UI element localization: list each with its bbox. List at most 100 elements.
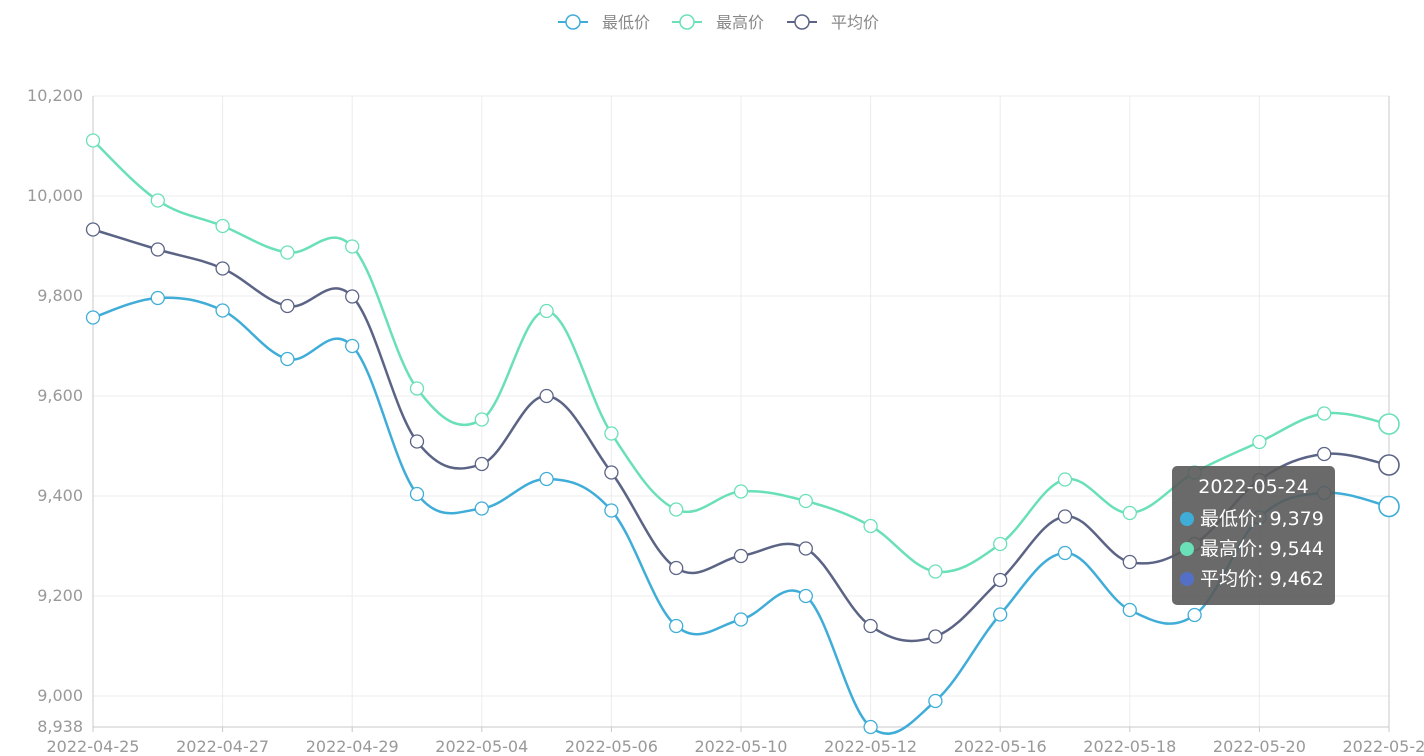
series-1-point <box>215 218 230 234</box>
tooltip-row-max: 最高价: 9,544 <box>1180 534 1335 564</box>
series-1-point <box>863 518 878 534</box>
tooltip-avg-dot <box>1180 572 1194 586</box>
y-tick-label: 8,938 <box>37 717 83 736</box>
series-line-1 <box>92 139 1390 574</box>
y-tick-label: 10,200 <box>27 86 83 105</box>
series-1-point <box>280 245 295 260</box>
series-1-point <box>1378 413 1400 435</box>
legend-marker-2 <box>794 14 810 30</box>
y-tick-label: 9,400 <box>37 486 83 505</box>
series-2-point <box>85 222 101 237</box>
x-tick-label: 2022-05-20 <box>1213 737 1306 756</box>
tooltip-title: 2022-05-24 <box>1198 476 1309 498</box>
chart-legend: 最低价 最高价 平均价 <box>558 13 879 32</box>
series-0-point <box>1378 495 1400 518</box>
series-2-point <box>604 465 619 480</box>
chart-grid <box>93 95 1390 727</box>
series-0-point <box>85 310 101 325</box>
series-2-point <box>863 618 878 634</box>
chart-axes: 10,200 10,000 9,800 9,600 9,400 9,200 9,000 8,9… <box>27 86 1424 756</box>
chart-tooltip: 2022-05-24 最低价: 9,379 最高价: 9,544 平均价: 9,… <box>1172 466 1335 605</box>
y-tick-label: 9,000 <box>37 686 83 705</box>
x-tick-label: 2022-04-27 <box>176 737 269 756</box>
series-1-point <box>604 426 619 441</box>
tooltip-min-dot <box>1180 512 1194 526</box>
series-2-point <box>1057 509 1073 524</box>
series-1-point <box>345 239 360 254</box>
legend-marker-0 <box>565 14 581 30</box>
tooltip-avg-label: 平均价: 9,462 <box>1200 568 1324 590</box>
series-0-point <box>604 503 619 518</box>
series-0-point <box>669 618 684 634</box>
x-tick-label: 2022-05-04 <box>435 737 528 756</box>
series-0-point <box>733 612 749 627</box>
y-tick-label: 10,000 <box>27 186 83 205</box>
series-2-point <box>474 456 489 472</box>
series-1-point <box>669 502 684 517</box>
series-0-point <box>280 351 295 367</box>
series-2-point <box>1378 454 1400 476</box>
series-1-point <box>928 564 943 579</box>
series-0-point <box>928 693 943 709</box>
series-2-point <box>539 388 554 404</box>
series-1-point <box>993 536 1008 552</box>
tooltip-row-min: 最低价: 9,379 <box>1180 504 1335 534</box>
chart-series-points <box>85 133 1400 735</box>
x-tick-label: 2022-05-06 <box>565 737 658 756</box>
series-2-point <box>409 434 425 449</box>
tooltip-row-avg: 平均价: 9,462 <box>1180 564 1335 594</box>
x-tick-label: 2022-05-16 <box>954 737 1047 756</box>
series-2-point <box>150 242 165 257</box>
series-2-point <box>993 572 1008 588</box>
series-1-point <box>409 381 425 396</box>
x-tick-label: 2022-05-18 <box>1083 737 1176 756</box>
series-0-point <box>863 719 878 735</box>
series-1-point <box>1252 434 1267 450</box>
legend-marker-1 <box>679 14 695 30</box>
series-2-point <box>280 298 295 314</box>
x-tick-label: 2022-04-29 <box>306 737 399 756</box>
series-1-point <box>85 133 101 148</box>
series-1-point <box>1317 406 1332 421</box>
series-0-point <box>798 588 813 604</box>
series-0-point <box>474 501 489 516</box>
tooltip-min-label: 最低价: 9,379 <box>1200 508 1324 530</box>
series-2-point <box>1122 554 1137 570</box>
x-tick-label: 2022-05-12 <box>824 737 917 756</box>
series-1-point <box>733 484 749 499</box>
series-0-point <box>345 338 360 354</box>
series-1-point <box>798 493 813 509</box>
series-1-point <box>1122 505 1137 521</box>
y-tick-label: 9,800 <box>37 286 83 305</box>
x-tick-label: 2022-04-25 <box>47 737 140 756</box>
series-0-point <box>993 607 1008 622</box>
series-2-point <box>733 548 749 564</box>
series-2-point <box>669 560 684 576</box>
series-0-point <box>1122 602 1137 618</box>
series-2-point <box>215 261 230 276</box>
series-2-point <box>928 629 943 644</box>
series-0-point <box>215 303 230 318</box>
series-2-point <box>798 541 813 556</box>
series-0-point <box>539 471 554 487</box>
tooltip-max-label: 最高价: 9,544 <box>1200 538 1324 560</box>
series-0-point <box>409 486 425 502</box>
series-0-point <box>1187 607 1202 623</box>
y-tick-label: 9,200 <box>37 586 83 605</box>
series-1-point <box>1057 472 1073 487</box>
series-1-point <box>150 193 165 208</box>
series-2-point <box>345 289 360 304</box>
series-1-point <box>539 303 554 319</box>
legend-label-0: 最低价 <box>602 13 650 32</box>
legend-label-1: 最高价 <box>716 13 764 32</box>
y-tick-label: 9,600 <box>37 386 83 405</box>
series-0-point <box>150 290 165 306</box>
tooltip-max-dot <box>1180 542 1194 556</box>
series-1-point <box>474 412 489 427</box>
legend-label-2: 平均价 <box>831 13 879 32</box>
x-tick-label: 2022-05-10 <box>695 737 788 756</box>
x-tick-label: 2022-05-24 <box>1343 737 1424 756</box>
series-line-2 <box>92 228 1390 643</box>
series-0-point <box>1057 545 1073 561</box>
